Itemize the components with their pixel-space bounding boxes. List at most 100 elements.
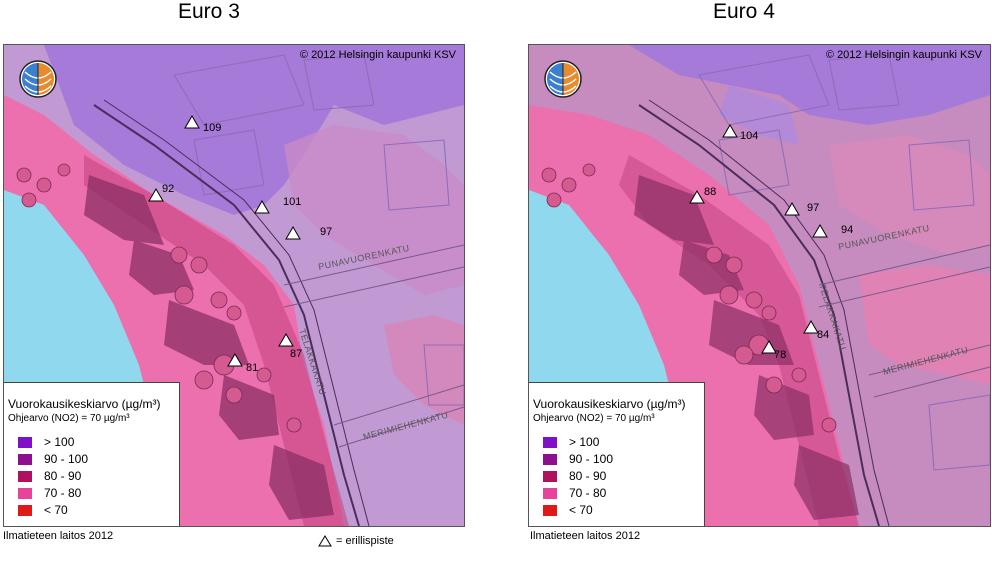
measurement-point[interactable]: 78: [761, 340, 786, 361]
buildings: [634, 175, 859, 520]
triangle-marker-icon: [254, 200, 270, 214]
point-label: 104: [740, 130, 758, 142]
triangle-marker-icon: [148, 188, 164, 202]
legend: Vuorokausikeskiarvo (µg/m³) Ohjearvo (NO…: [529, 382, 705, 526]
road-merimiehenkatu: [333, 384, 464, 426]
legend-swatch: [18, 470, 32, 482]
triangle-marker-icon: [227, 353, 243, 367]
point-label: 78: [774, 349, 786, 361]
zone-gt100: [629, 45, 990, 125]
measurement-point[interactable]: 88: [689, 186, 716, 204]
measurement-point[interactable]: 81: [227, 353, 258, 374]
legend-item: 90 - 100: [543, 452, 613, 466]
buildings: [84, 175, 334, 520]
measurement-point[interactable]: 104: [722, 124, 758, 142]
measurement-point[interactable]: 101: [254, 196, 301, 214]
legend-item: 70 - 80: [18, 486, 81, 500]
triangle-marker-icon: [285, 226, 301, 240]
legend-item-label: < 70: [569, 503, 593, 517]
point-label: 97: [807, 202, 819, 214]
building-outlines: [173, 54, 464, 406]
legend-item: > 100: [543, 435, 599, 449]
measurement-point[interactable]: 84: [803, 320, 829, 341]
legend-item: > 100: [18, 435, 74, 449]
building-outlines: [698, 54, 990, 471]
legend-subtitle: Ohjearvo (NO2) = 70 µg/m³: [533, 413, 655, 424]
legend-item-label: 80 - 90: [569, 469, 607, 483]
legend-subtitle: Ohjearvo (NO2) = 70 µg/m³: [8, 413, 130, 424]
triangle-marker-icon: [812, 224, 828, 238]
triangle-marker-icon: [722, 124, 738, 138]
point-label: 84: [817, 329, 829, 341]
road-punavuorenkatu-2: [283, 266, 464, 308]
trees: [541, 163, 837, 433]
legend-item: < 70: [543, 503, 593, 517]
legend-swatch: [18, 504, 32, 516]
legend-item: 80 - 90: [18, 469, 81, 483]
legend-item-label: > 100: [569, 435, 600, 449]
road-punavuorenkatu-2: [818, 266, 990, 308]
legend-item: 80 - 90: [543, 469, 606, 483]
triangle-marker-icon: [278, 333, 294, 347]
source-text-euro3: Ilmatieteen laitos 2012: [3, 530, 114, 542]
zone-right-lower: [859, 265, 990, 385]
legend: Vuorokausikeskiarvo (µg/m³) Ohjearvo (NO…: [4, 382, 180, 526]
legend-item-label: 90 - 100: [569, 452, 614, 466]
legend-item-label: 80 - 90: [44, 469, 82, 483]
legend-swatch: [543, 470, 557, 482]
zone-right: [829, 135, 990, 255]
map-title-euro4: Euro 4: [713, 0, 775, 23]
map-panel-euro4[interactable]: PUNAVUORENKATU TELAKKAKATU MERIMIEHENKAT…: [528, 44, 991, 527]
road-telakkakatu-edge: [93, 104, 360, 526]
road-punavuorenkatu: [283, 244, 464, 286]
legend-item: 90 - 100: [18, 452, 88, 466]
legend-swatch: [543, 504, 557, 516]
point-label: 101: [283, 196, 301, 208]
trees: [16, 163, 302, 433]
measurement-point[interactable]: 97: [285, 226, 332, 240]
triangle-marker-icon: [803, 320, 819, 334]
map-title-euro3: Euro 3: [178, 0, 240, 23]
erillispiste-label: = erillispiste: [336, 535, 394, 547]
point-label: 81: [246, 362, 258, 374]
point-label: 88: [704, 186, 716, 198]
legend-item: 70 - 80: [543, 486, 606, 500]
map-canvas-euro3: PUNAVUORENKATU TELAKKAKATU MERIMIEHENKAT…: [4, 45, 464, 526]
legend-swatch: [18, 453, 32, 465]
road-telakkakatu-edge: [638, 104, 880, 526]
source-text-euro4: Ilmatieteen laitos 2012: [530, 530, 641, 542]
road-merimiehenkatu-2: [338, 406, 464, 448]
zone-80-90-strip: [84, 155, 349, 526]
copyright-text: © 2012 Helsingin kaupunki KSV: [299, 49, 456, 61]
road-telakkakatu-edge2: [648, 99, 890, 526]
legend-item: < 70: [18, 503, 68, 517]
copyright-text: © 2012 Helsingin kaupunki KSV: [825, 49, 982, 61]
triangle-marker-icon: [784, 202, 800, 216]
road-telakkakatu-edge2: [103, 99, 370, 526]
legend-swatch: [18, 436, 32, 448]
measurement-point[interactable]: 109: [184, 115, 221, 134]
measurement-point[interactable]: 87: [278, 333, 302, 360]
legend-item-label: 70 - 80: [44, 486, 82, 500]
legend-item-label: < 70: [44, 503, 68, 517]
point-label: 97: [320, 226, 332, 238]
helsinki-logo-icon: [544, 60, 582, 98]
measurement-point[interactable]: 92: [148, 183, 174, 202]
zone-right-lower: [384, 315, 464, 425]
erillispiste-key: = erillispiste: [318, 535, 394, 547]
legend-title: Vuorokausikeskiarvo (µg/m³): [8, 397, 161, 411]
zone-right: [284, 125, 464, 295]
legend-title: Vuorokausikeskiarvo (µg/m³): [533, 397, 686, 411]
helsinki-logo-icon: [19, 60, 57, 98]
map-panel-euro3[interactable]: PUNAVUORENKATU TELAKKAKATU MERIMIEHENKAT…: [3, 44, 465, 527]
point-label: 92: [162, 183, 174, 195]
legend-swatch: [543, 487, 557, 499]
legend-swatch: [543, 453, 557, 465]
triangle-marker-icon: [761, 340, 777, 354]
legend-item-label: > 100: [44, 435, 75, 449]
measurement-point[interactable]: 97: [784, 202, 819, 216]
legend-item-label: 90 - 100: [44, 452, 89, 466]
measurement-point[interactable]: 94: [812, 224, 853, 238]
road-merimiehenkatu-2: [873, 366, 990, 398]
point-label: 109: [203, 122, 221, 134]
